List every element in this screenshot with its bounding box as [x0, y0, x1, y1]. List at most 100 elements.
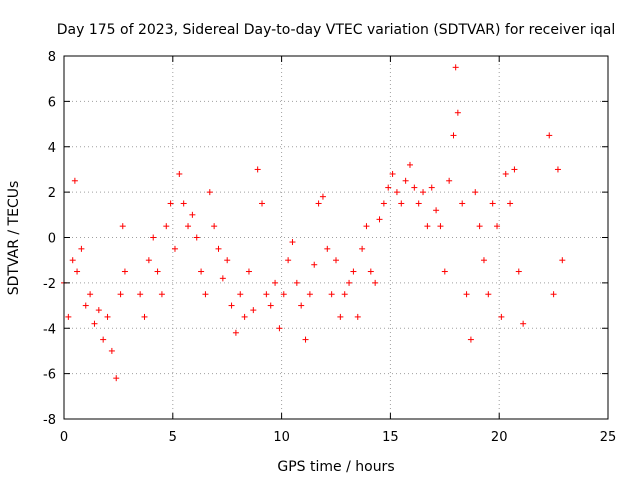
data-point [324, 245, 331, 252]
x-tick-label: 15 [382, 430, 399, 445]
data-point [511, 166, 518, 173]
chart-title: Day 175 of 2023, Sidereal Day-to-day VTE… [57, 22, 615, 38]
data-point [380, 200, 387, 207]
data-point [480, 257, 487, 264]
y-tick-label: 6 [48, 95, 56, 110]
data-point [315, 200, 322, 207]
data-point [219, 275, 226, 282]
data-points [61, 64, 566, 382]
data-point [337, 313, 344, 320]
data-point [398, 200, 405, 207]
data-point [354, 313, 361, 320]
data-point [415, 200, 422, 207]
data-point [385, 184, 392, 191]
data-point [467, 336, 474, 343]
data-point [554, 166, 561, 173]
x-tick-label: 10 [273, 430, 290, 445]
data-point [69, 257, 76, 264]
data-point [306, 291, 313, 298]
data-point [185, 223, 192, 230]
y-tick-label: -6 [43, 368, 56, 383]
data-point [424, 223, 431, 230]
data-point [328, 291, 335, 298]
data-point [198, 268, 205, 275]
data-point [263, 291, 270, 298]
data-point [228, 302, 235, 309]
data-point [302, 336, 309, 343]
data-point [498, 313, 505, 320]
data-point [224, 257, 231, 264]
data-point [189, 211, 196, 218]
y-tick-label: 8 [48, 50, 56, 65]
data-point [476, 223, 483, 230]
data-point [95, 307, 102, 314]
data-point [485, 291, 492, 298]
data-point [393, 189, 400, 196]
data-point [389, 170, 396, 177]
data-point [141, 313, 148, 320]
data-point [411, 184, 418, 191]
x-tick-labels: 0 5 10 15 20 25 [60, 430, 616, 445]
x-tick-label: 25 [600, 430, 617, 445]
data-point [450, 132, 457, 139]
data-point [280, 291, 287, 298]
y-axis-label: SDTVAR / TECUs [6, 181, 22, 296]
data-point [193, 234, 200, 241]
gridlines [64, 56, 608, 419]
data-point [428, 184, 435, 191]
data-point [494, 223, 501, 230]
data-point [372, 279, 379, 286]
data-point [259, 200, 266, 207]
axis-ticks [63, 55, 609, 420]
data-point [74, 268, 81, 275]
data-point [289, 239, 296, 246]
data-point [367, 268, 374, 275]
data-point [359, 245, 366, 252]
data-point [437, 223, 444, 230]
y-tick-label: -4 [43, 322, 56, 337]
data-point [433, 207, 440, 214]
y-tick-label: -8 [43, 413, 56, 428]
data-point [202, 291, 209, 298]
data-point [241, 313, 248, 320]
data-point [150, 234, 157, 241]
data-point [363, 223, 370, 230]
data-point [285, 257, 292, 264]
data-point [441, 268, 448, 275]
data-point [502, 170, 509, 177]
data-point [515, 268, 522, 275]
data-point [406, 161, 413, 168]
y-tick-label: 4 [48, 141, 56, 156]
data-point [87, 291, 94, 298]
data-point [117, 291, 124, 298]
x-tick-label: 0 [60, 430, 68, 445]
data-point [333, 257, 339, 264]
data-point [463, 291, 470, 298]
data-point [65, 313, 72, 320]
data-point [376, 216, 383, 223]
x-axis-label: GPS time / hours [277, 459, 394, 475]
data-point [100, 336, 107, 343]
data-point [245, 268, 252, 275]
data-point [559, 257, 566, 264]
data-point [206, 189, 213, 196]
data-point [158, 291, 165, 298]
data-point [341, 291, 348, 298]
data-point [171, 245, 178, 252]
data-point [267, 302, 274, 309]
data-point [119, 223, 126, 230]
data-point [276, 325, 283, 332]
data-point [272, 279, 279, 286]
data-point [215, 245, 222, 252]
data-point [163, 223, 170, 230]
data-point [250, 307, 257, 314]
data-point [454, 109, 461, 116]
data-point [350, 268, 357, 275]
data-point [459, 200, 466, 207]
data-point [232, 329, 239, 336]
data-point [154, 268, 161, 275]
data-point [145, 257, 152, 264]
data-point [78, 245, 85, 252]
y-tick-label: 2 [48, 186, 56, 201]
